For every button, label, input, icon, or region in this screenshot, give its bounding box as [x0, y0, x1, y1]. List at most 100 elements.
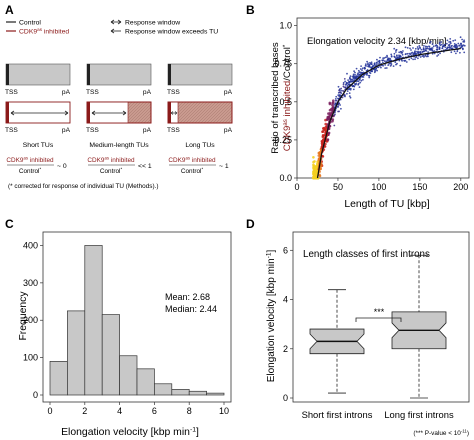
scatter-point — [436, 46, 438, 49]
scatter-point — [402, 50, 404, 52]
inhibited-box-short — [5, 101, 71, 124]
scatter-point — [342, 83, 345, 86]
inhibited-row — [5, 101, 233, 124]
scatter-point — [424, 47, 427, 49]
double-arrow-icon — [91, 110, 127, 116]
scatter-point — [406, 52, 409, 55]
scatter-point — [449, 38, 452, 40]
scatter-point — [357, 69, 360, 72]
scatter-point — [390, 53, 393, 56]
panel-c-median: Median: 2.44 — [165, 304, 217, 314]
scatter-point — [366, 74, 368, 76]
scatter-point — [436, 44, 438, 47]
scatter-point — [346, 84, 349, 87]
scatter-point — [317, 157, 321, 161]
scatter-point — [416, 46, 419, 48]
scatter-point — [378, 61, 381, 63]
scatter-point — [384, 56, 387, 59]
scatter-point — [445, 48, 448, 50]
scatter-point — [337, 85, 340, 88]
ratio-fractions: CDK9as inhibited Control* ~ 0 CDK9as inh… — [6, 156, 228, 175]
scatter-point — [376, 63, 378, 66]
inhibited-box-long-tss — [168, 102, 171, 123]
scatter-point — [445, 42, 448, 45]
y-tick-label: 4 — [283, 295, 288, 305]
scatter-point — [421, 55, 424, 57]
scatter-point — [344, 86, 347, 88]
scatter-point — [361, 67, 364, 70]
double-arrow-icon — [110, 19, 122, 25]
scatter-point — [448, 43, 451, 46]
scatter-point — [374, 69, 377, 71]
scatter-point — [427, 51, 429, 53]
pa-label-4: pA — [62, 127, 71, 134]
panel-d-ylabel: Elongation velocity [kbp min-1] — [266, 250, 277, 383]
ratio-op-long: ~ 1 — [219, 163, 229, 170]
scatter-point — [326, 115, 330, 119]
scatter-point — [344, 95, 346, 98]
svg-text:Control*: Control* — [19, 167, 42, 175]
scatter-point — [346, 72, 348, 75]
scatter-point — [409, 53, 412, 56]
scatter-point — [382, 57, 384, 60]
tss-label-1: TSS — [5, 89, 18, 96]
pa-label-5: pA — [143, 127, 152, 134]
scatter-point — [462, 40, 465, 43]
scatter-point — [424, 45, 427, 48]
legend-exceeds-label: Response window exceeds TU — [125, 29, 218, 36]
scatter-point — [428, 45, 430, 48]
scatter-point — [379, 56, 381, 59]
tss-label-6: TSS — [167, 127, 180, 134]
panel-d-category-long: Long first introns — [384, 409, 454, 420]
histogram-bar — [49, 361, 68, 396]
scatter-point — [449, 40, 452, 43]
panel-c-histogram — [49, 245, 225, 396]
pa-label-1: pA — [62, 89, 71, 96]
scatter-point — [459, 46, 462, 49]
panel-c-xticks: 0 2 4 6 8 10 — [47, 402, 229, 416]
scatter-point — [368, 74, 371, 77]
scatter-point — [333, 104, 336, 106]
scatter-point — [401, 53, 404, 56]
scatter-point — [450, 45, 453, 47]
scatter-point — [405, 61, 408, 63]
scatter-point — [433, 50, 436, 52]
histogram-bar — [119, 355, 138, 396]
scatter-point — [345, 82, 348, 84]
scatter-point — [423, 45, 425, 47]
scatter-point — [340, 87, 343, 90]
scatter-point — [313, 160, 316, 163]
panel-d-letter: D — [246, 217, 255, 231]
scatter-point — [331, 107, 335, 111]
scatter-point — [426, 53, 429, 56]
scatter-point — [401, 51, 404, 54]
scatter-point — [454, 44, 457, 47]
y-tick-label: 0.25 — [274, 135, 292, 145]
scatter-point — [396, 54, 398, 57]
scatter-point — [389, 62, 392, 65]
scatter-point — [335, 99, 338, 102]
scatter-point — [334, 98, 337, 100]
scatter-point — [368, 64, 371, 67]
pa-label-3: pA — [224, 89, 233, 96]
panel-d-boxplots — [309, 254, 447, 399]
scatter-point — [425, 50, 428, 52]
scatter-point — [352, 73, 355, 76]
scatter-point — [361, 69, 363, 71]
scatter-point — [353, 79, 355, 81]
scatter-point — [368, 71, 371, 74]
scatter-point — [423, 56, 425, 58]
scatter-point — [326, 118, 329, 121]
scatter-point — [351, 80, 354, 83]
scatter-point — [368, 76, 371, 79]
control-row — [5, 63, 233, 86]
scatter-point — [450, 51, 453, 54]
panel-d: D Elongation velocity [kbp min-1] Length… — [246, 217, 470, 437]
scatter-point — [398, 59, 401, 62]
scatter-point — [399, 50, 402, 53]
scatter-point — [446, 39, 449, 42]
scatter-point — [352, 85, 355, 87]
scatter-point — [340, 89, 342, 92]
scatter-point — [349, 96, 352, 99]
class-label-long: Long TUs — [185, 142, 215, 149]
